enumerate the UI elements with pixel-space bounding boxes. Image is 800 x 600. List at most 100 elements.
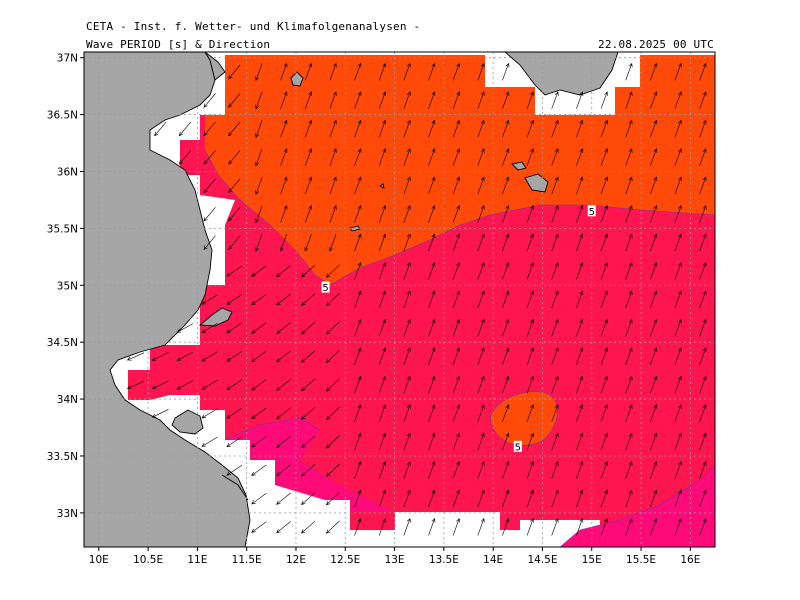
wave-arrow: [477, 62, 485, 81]
wave-arrow: [176, 380, 194, 390]
wave-arrow: [502, 461, 510, 479]
wave-arrow: [378, 205, 386, 223]
wave-arrow: [403, 290, 411, 309]
wave-arrow: [551, 432, 559, 451]
wave-arrow: [228, 178, 241, 194]
wave-arrow: [428, 233, 436, 252]
wave-arrow: [378, 119, 386, 138]
wave-arrow: [203, 150, 216, 165]
wave-arrow: [428, 517, 436, 536]
land-kerkennah: [198, 307, 233, 327]
wave-arrow: [526, 375, 534, 394]
wave-arrow: [325, 492, 340, 506]
period-field-low-sw: [225, 418, 395, 530]
wave-arrow: [403, 347, 411, 366]
wave-arrow: [452, 205, 460, 223]
period-field-ge5-blob: [490, 391, 558, 446]
wave-arrow: [329, 205, 337, 223]
wave-arrow: [452, 347, 460, 366]
wave-arrow: [625, 517, 633, 536]
wave-arrow: [354, 517, 362, 536]
wave-arrow: [203, 93, 216, 108]
wave-arrow: [600, 404, 608, 422]
wave-arrow: [600, 91, 608, 109]
wave-arrow: [201, 323, 218, 333]
wave-arrow: [354, 432, 362, 451]
lon-label: 12E: [286, 554, 306, 566]
map-frame: [83, 51, 716, 548]
wave-arrow: [477, 91, 485, 109]
lon-label: 11.5E: [232, 554, 262, 566]
wave-arrow: [251, 493, 267, 505]
wave-arrow: [251, 436, 267, 448]
wave-arrow: [378, 489, 386, 508]
wave-arrow: [699, 119, 707, 138]
wave-arrow: [325, 463, 340, 477]
wave-arrow: [699, 62, 707, 81]
wave-arrow: [502, 176, 510, 195]
wave-arrow: [325, 264, 340, 278]
wave-arrow: [650, 347, 658, 366]
contour-label: 5: [322, 283, 328, 294]
wave-arrow: [176, 351, 194, 362]
wave-arrow: [428, 404, 436, 422]
wave-arrow: [674, 489, 682, 508]
wave-arrow: [151, 409, 169, 418]
wave-arrow: [403, 517, 411, 536]
wave-arrow: [452, 461, 460, 479]
wave-arrow: [276, 492, 291, 505]
wave-arrow: [600, 375, 608, 394]
wave-arrow: [428, 261, 436, 280]
land-linosa: [379, 183, 385, 189]
wave-arrow: [329, 119, 337, 138]
wave-arrow: [600, 461, 608, 479]
longitude-labels: 10E 10.5E 11E 11.5E 12E 12.5E 13E 13.5E 14E 14.5E…: [89, 554, 701, 566]
contour-label-bg: [587, 205, 596, 217]
wave-arrow: [452, 489, 460, 508]
wave-arrow: [300, 492, 316, 506]
lon-label: 15.5E: [626, 554, 656, 566]
wave-arrow: [378, 347, 386, 366]
wave-arrow: [699, 290, 707, 309]
wave-arrow: [625, 176, 633, 195]
wave-arrow: [378, 261, 386, 280]
wave-arrow: [403, 461, 411, 479]
wave-arrow: [526, 432, 534, 451]
wave-arrow: [477, 347, 485, 366]
wave-arrow: [329, 148, 337, 166]
wave-arrow: [526, 404, 534, 422]
wave-arrow: [477, 261, 485, 280]
wave-arrow: [674, 432, 682, 451]
wave-arrow: [354, 375, 362, 394]
wave-arrow: [452, 404, 460, 422]
wave-arrow: [325, 321, 340, 335]
lon-label: 10.5E: [133, 554, 163, 566]
wave-arrow: [226, 379, 242, 391]
wave-arrow: [276, 322, 291, 335]
wave-arrow: [228, 150, 241, 165]
wave-arrow: [228, 121, 241, 137]
wave-arrow: [600, 290, 608, 309]
wave-arrow: [526, 461, 534, 479]
wave-arrow: [576, 176, 584, 195]
wave-arrow: [452, 91, 460, 109]
wave-arrow: [674, 176, 682, 195]
lon-label: 11E: [187, 554, 207, 566]
wave-arrow: [502, 404, 510, 422]
wave-arrow: [325, 293, 340, 307]
wave-arrow: [325, 349, 340, 364]
land-tunisia-libya: [84, 52, 251, 547]
wave-arrow: [452, 375, 460, 394]
wave-arrow: [699, 91, 707, 109]
wave-arrow: [502, 119, 510, 138]
wave-arrow: [477, 318, 485, 337]
wave-arrow: [403, 432, 411, 451]
wave-arrow: [201, 379, 218, 390]
period-field-low-se: [560, 465, 715, 547]
wave-arrow: [502, 517, 510, 536]
wave-arrow: [551, 205, 559, 223]
wave-arrow: [300, 520, 316, 534]
wave-arrow: [576, 347, 584, 366]
wave-arrow: [600, 261, 608, 280]
wave-arrow: [201, 408, 218, 419]
